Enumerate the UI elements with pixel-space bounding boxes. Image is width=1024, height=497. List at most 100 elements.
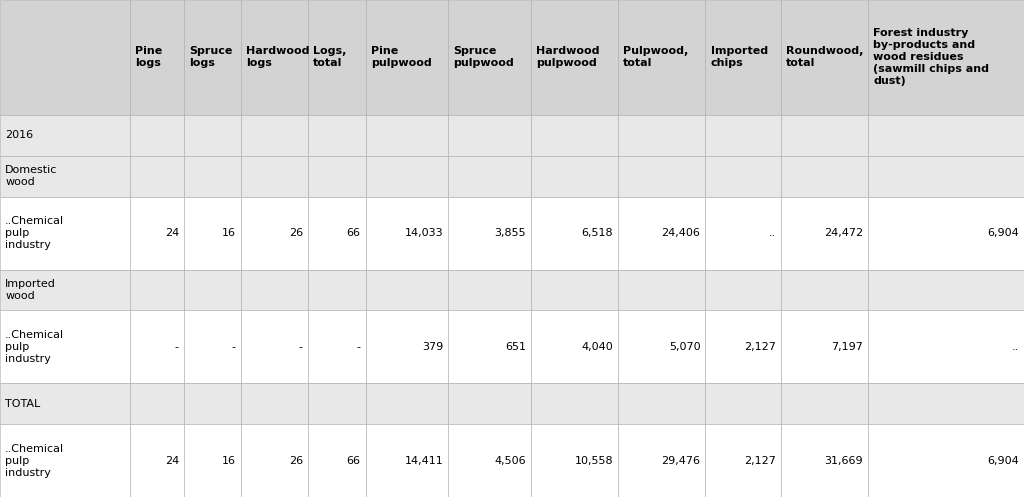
Bar	[130, 383, 184, 424]
Bar	[308, 115, 366, 156]
Text: 16: 16	[221, 456, 236, 466]
Bar	[868, 311, 1024, 383]
Text: 4,040: 4,040	[582, 342, 613, 352]
Text: Logs,
total: Logs, total	[313, 46, 346, 69]
Bar	[241, 197, 308, 269]
Bar	[130, 269, 184, 311]
Bar	[781, 424, 868, 497]
Bar	[0, 115, 130, 156]
Bar	[308, 0, 366, 115]
Bar	[530, 269, 618, 311]
Bar	[706, 197, 781, 269]
Text: -: -	[356, 342, 360, 352]
Text: 31,669: 31,669	[824, 456, 863, 466]
Bar	[184, 383, 241, 424]
Bar	[366, 156, 449, 197]
Bar	[868, 156, 1024, 197]
Text: Pine
pulpwood: Pine pulpwood	[371, 46, 431, 69]
Text: 3,855: 3,855	[495, 228, 525, 238]
Text: 10,558: 10,558	[574, 456, 613, 466]
Bar	[184, 0, 241, 115]
Bar	[241, 383, 308, 424]
Text: 7,197: 7,197	[831, 342, 863, 352]
Bar	[184, 156, 241, 197]
Bar	[0, 156, 130, 197]
Text: 379: 379	[422, 342, 443, 352]
Text: Imported
wood: Imported wood	[5, 279, 56, 301]
Bar	[366, 424, 449, 497]
Text: 66: 66	[346, 228, 360, 238]
Bar	[706, 115, 781, 156]
Bar	[781, 197, 868, 269]
Bar	[706, 0, 781, 115]
Text: Pulpwood,
total: Pulpwood, total	[624, 46, 688, 69]
Bar	[184, 269, 241, 311]
Bar	[241, 156, 308, 197]
Bar	[0, 311, 130, 383]
Bar	[308, 197, 366, 269]
Bar	[449, 424, 530, 497]
Text: 24,406: 24,406	[662, 228, 700, 238]
Bar	[184, 311, 241, 383]
Bar	[618, 311, 706, 383]
Bar	[449, 156, 530, 197]
Bar	[618, 156, 706, 197]
Bar	[530, 197, 618, 269]
Text: -: -	[231, 342, 236, 352]
Text: Hardwood
logs: Hardwood logs	[246, 46, 309, 69]
Bar	[449, 269, 530, 311]
Bar	[0, 269, 130, 311]
Bar	[241, 424, 308, 497]
Text: 66: 66	[346, 456, 360, 466]
Text: -: -	[175, 342, 179, 352]
Bar	[308, 269, 366, 311]
Text: TOTAL: TOTAL	[5, 399, 40, 409]
Text: ..: ..	[1012, 342, 1019, 352]
Text: Roundwood,
total: Roundwood, total	[786, 46, 863, 69]
Bar	[781, 156, 868, 197]
Text: 6,904: 6,904	[987, 228, 1019, 238]
Bar	[530, 383, 618, 424]
Bar	[308, 424, 366, 497]
Bar	[530, 115, 618, 156]
Bar	[0, 197, 130, 269]
Bar	[0, 0, 130, 115]
Bar	[449, 0, 530, 115]
Text: 6,904: 6,904	[987, 456, 1019, 466]
Text: ..Chemical
pulp
industry: ..Chemical pulp industry	[5, 444, 65, 478]
Text: 24: 24	[165, 456, 179, 466]
Text: 24: 24	[165, 228, 179, 238]
Bar	[449, 383, 530, 424]
Text: 14,033: 14,033	[404, 228, 443, 238]
Bar	[241, 269, 308, 311]
Bar	[366, 0, 449, 115]
Text: ..Chemical
pulp
industry: ..Chemical pulp industry	[5, 216, 65, 250]
Text: 2016: 2016	[5, 130, 33, 140]
Bar	[618, 115, 706, 156]
Bar	[366, 197, 449, 269]
Bar	[449, 115, 530, 156]
Text: ..Chemical
pulp
industry: ..Chemical pulp industry	[5, 330, 65, 364]
Bar	[308, 311, 366, 383]
Text: ..: ..	[769, 228, 776, 238]
Bar	[706, 424, 781, 497]
Bar	[0, 424, 130, 497]
Text: Forest industry
by-products and
wood residues
(sawmill chips and
dust): Forest industry by-products and wood res…	[873, 28, 989, 86]
Bar	[530, 0, 618, 115]
Text: 16: 16	[221, 228, 236, 238]
Bar	[618, 0, 706, 115]
Text: 651: 651	[505, 342, 525, 352]
Text: -: -	[299, 342, 303, 352]
Text: 4,506: 4,506	[495, 456, 525, 466]
Text: 5,070: 5,070	[669, 342, 700, 352]
Bar	[366, 115, 449, 156]
Bar	[618, 269, 706, 311]
Text: 26: 26	[289, 456, 303, 466]
Bar	[781, 0, 868, 115]
Text: Spruce
logs: Spruce logs	[189, 46, 232, 69]
Bar	[530, 156, 618, 197]
Bar	[241, 0, 308, 115]
Text: Pine
logs: Pine logs	[135, 46, 162, 69]
Bar	[130, 197, 184, 269]
Text: 29,476: 29,476	[662, 456, 700, 466]
